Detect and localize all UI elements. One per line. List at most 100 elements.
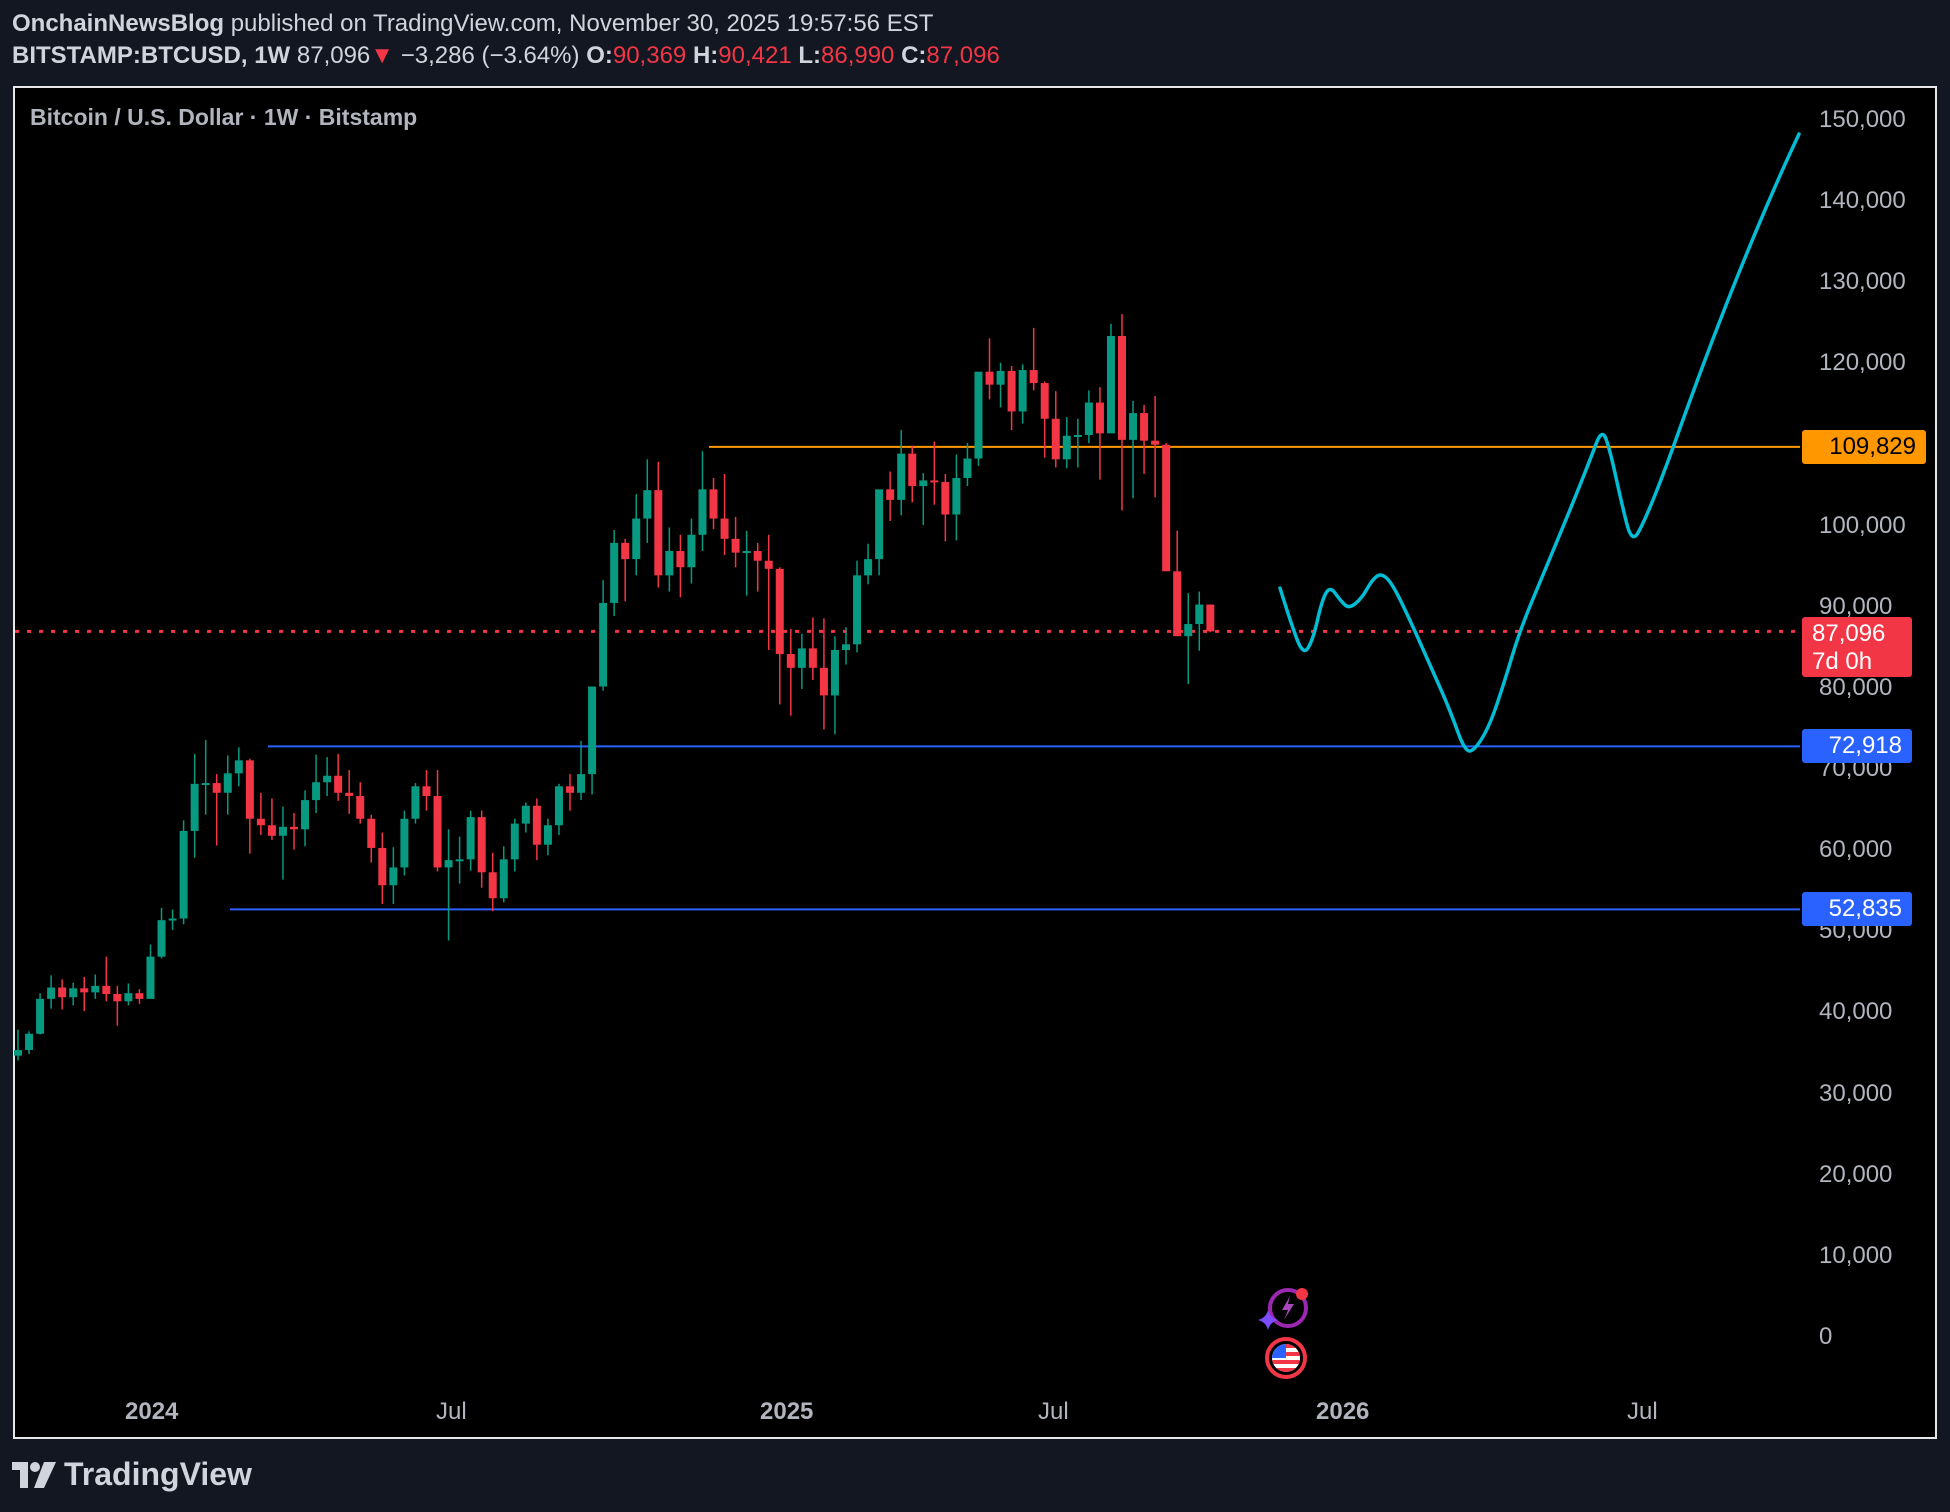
price-tick-label: 90,000 xyxy=(1819,592,1893,620)
candle xyxy=(1129,400,1138,499)
time-tick-label: Jul xyxy=(1038,1398,1069,1425)
low-label: L: xyxy=(798,42,821,69)
candle xyxy=(665,527,674,592)
candle xyxy=(14,1029,22,1061)
candle xyxy=(312,754,321,814)
price-tick-label: 20,000 xyxy=(1819,1160,1893,1188)
candle xyxy=(875,489,884,576)
candle xyxy=(245,758,254,854)
candle xyxy=(334,753,343,801)
candle xyxy=(786,628,795,716)
tradingview-logo-icon xyxy=(12,1461,56,1488)
candle xyxy=(610,529,619,616)
time-tick-label: 2026 xyxy=(1316,1398,1370,1425)
candle xyxy=(422,770,431,811)
close-label: C: xyxy=(901,42,927,69)
time-tick-label: Jul xyxy=(1627,1398,1658,1425)
candle xyxy=(588,686,597,795)
last-price-badge: 87,096 7d 0h xyxy=(1802,617,1912,677)
time-tick-label: 2024 xyxy=(125,1398,179,1425)
candle xyxy=(212,774,221,846)
brand-name: TradingView xyxy=(64,1456,252,1492)
candle xyxy=(731,516,740,568)
close-value: 87,096 xyxy=(926,42,1000,69)
last-price: 87,096 xyxy=(296,42,371,69)
publish-line: OnchainNewsBlog published on TradingView… xyxy=(12,8,1000,40)
candle xyxy=(1206,604,1215,633)
author-name[interactable]: OnchainNewsBlog xyxy=(12,10,225,37)
candle xyxy=(1007,366,1016,431)
candle xyxy=(974,371,983,466)
candle xyxy=(842,627,850,665)
chart-title: Bitcoin / U.S. Dollar · 1W · Bitstamp xyxy=(30,104,418,130)
candle xyxy=(742,530,751,596)
tradingview-logo[interactable]: TradingView xyxy=(12,1456,252,1493)
high-label: H: xyxy=(692,42,719,69)
candle xyxy=(345,770,354,814)
candle xyxy=(80,976,89,1012)
candle xyxy=(897,430,906,516)
candle xyxy=(389,847,398,904)
high-value: 90,421 xyxy=(718,42,792,69)
candle xyxy=(47,975,56,1009)
candle xyxy=(764,534,773,650)
candle xyxy=(25,1031,34,1055)
symbol-label: BITSTAMP:BTCUSD, 1W xyxy=(12,42,291,69)
price-tick-label: 10,000 xyxy=(1819,1241,1893,1269)
publication-header: OnchainNewsBlog published on TradingView… xyxy=(12,8,1000,72)
candle xyxy=(499,846,508,903)
price-tick-label: 0 xyxy=(1819,1323,1833,1350)
candle xyxy=(698,451,707,552)
candle xyxy=(687,518,696,584)
candle xyxy=(919,473,928,526)
candle xyxy=(1051,391,1060,468)
candle xyxy=(135,989,144,1004)
candle xyxy=(1084,390,1093,444)
candle xyxy=(367,814,376,863)
earnings-flash-icon[interactable] xyxy=(1258,1288,1308,1330)
candle xyxy=(566,774,574,811)
price-change: −3,286 (−3.64%) xyxy=(400,42,580,69)
chart-pane[interactable] xyxy=(13,86,1937,1439)
projection-path xyxy=(1278,132,1801,753)
candle xyxy=(1151,396,1160,498)
candle xyxy=(1140,404,1149,474)
candle xyxy=(797,633,806,689)
last-price-badge-value: 87,096 xyxy=(1812,620,1886,647)
candle xyxy=(69,982,78,1006)
candle xyxy=(1106,323,1115,434)
candle xyxy=(168,909,177,930)
resistance-price-badge: 109,829 xyxy=(1802,430,1926,464)
candle xyxy=(775,567,784,705)
candle xyxy=(853,560,862,653)
candle xyxy=(808,617,817,681)
candle xyxy=(985,338,994,400)
candle xyxy=(146,944,155,999)
candle xyxy=(256,792,265,835)
candle xyxy=(378,832,387,904)
candle xyxy=(819,618,828,730)
candle xyxy=(36,993,45,1035)
candle xyxy=(952,454,961,541)
candle xyxy=(400,810,409,876)
support-2-price-badge: 52,835 xyxy=(1802,892,1912,926)
candle xyxy=(411,783,420,824)
open-value: 90,369 xyxy=(612,42,687,69)
price-tick-label: 140,000 xyxy=(1819,187,1906,215)
candle xyxy=(709,477,718,530)
open-label: O: xyxy=(586,42,613,69)
candle xyxy=(963,443,972,487)
candle xyxy=(157,907,166,959)
us-flag-event-icon[interactable] xyxy=(1265,1337,1307,1379)
candle xyxy=(179,820,188,925)
price-tick-label: 40,000 xyxy=(1819,998,1893,1026)
candle xyxy=(521,802,530,833)
candle xyxy=(1173,530,1182,637)
price-tick-label: 60,000 xyxy=(1819,836,1893,864)
candle xyxy=(543,818,552,856)
published-text: published on TradingView.com, November 3… xyxy=(224,10,934,37)
price-tick-label: 30,000 xyxy=(1819,1079,1893,1107)
candle xyxy=(996,362,1005,408)
candle xyxy=(654,461,663,588)
